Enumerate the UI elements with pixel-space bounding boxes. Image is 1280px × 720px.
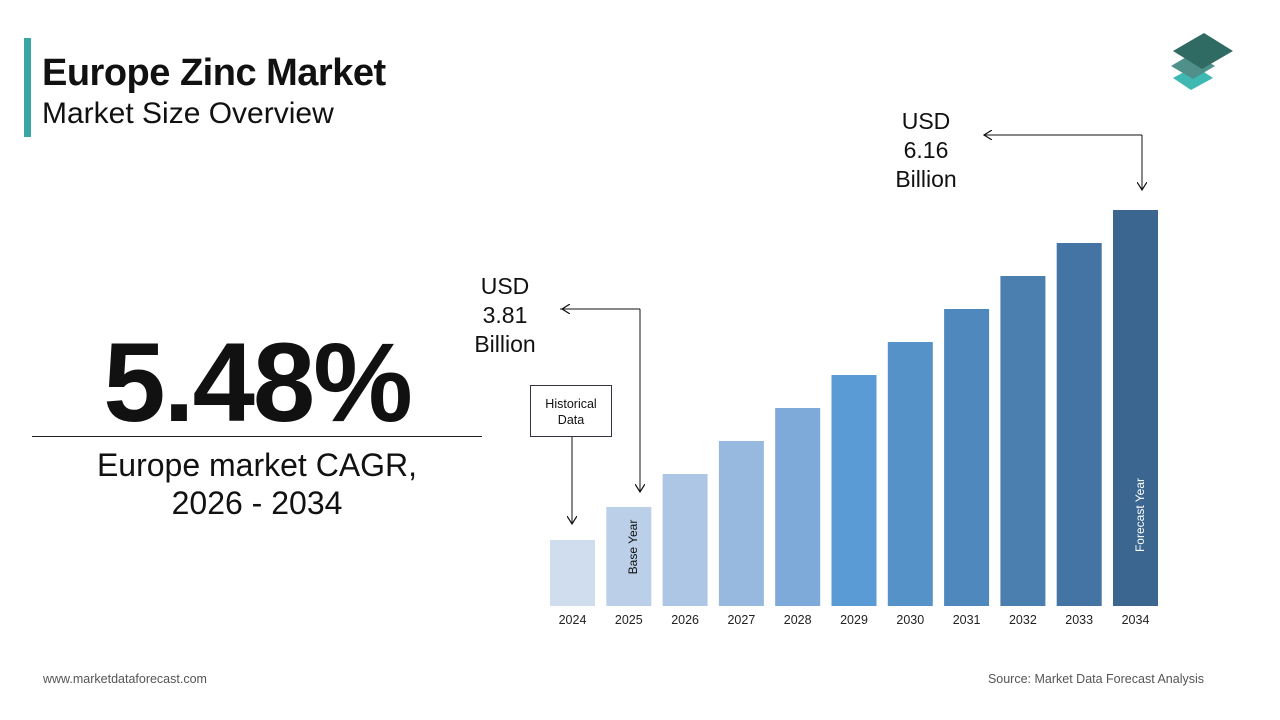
callout-text: 3.81 xyxy=(482,302,528,328)
start-value-callout: USD 3.81 Billion xyxy=(455,272,555,359)
cagr-label: Europe market CAGR, 2026 - 2034 xyxy=(32,446,482,522)
bar-2033 xyxy=(1056,243,1102,606)
callout-text: USD xyxy=(480,273,530,299)
cagr-label-line: 2026 - 2034 xyxy=(171,485,343,521)
title-accent-bar xyxy=(24,38,31,137)
x-tick-label: 2024 xyxy=(559,613,587,627)
x-tick-label: 2031 xyxy=(953,613,981,627)
bar-2032 xyxy=(1000,276,1046,606)
base-year-label: Base Year xyxy=(626,519,640,575)
x-tick-label: 2028 xyxy=(784,613,812,627)
historical-data-box: Historical Data xyxy=(530,385,612,437)
cagr-label-line: Europe market CAGR, xyxy=(96,447,418,483)
end-value-callout: USD 6.16 Billion xyxy=(876,107,976,194)
logo-icon xyxy=(1171,33,1233,90)
x-tick-label: 2034 xyxy=(1122,613,1150,627)
bar-2031 xyxy=(944,309,990,606)
bar-2028 xyxy=(775,408,821,606)
bar-2034 xyxy=(1113,210,1158,606)
x-tick-label: 2026 xyxy=(671,613,699,627)
cagr-value: 5.48% xyxy=(103,320,413,445)
callout-text: Billion xyxy=(474,331,536,357)
divider xyxy=(32,436,482,437)
x-tick-label: 2025 xyxy=(615,613,643,627)
x-tick-label: 2030 xyxy=(896,613,924,627)
website-footer[interactable]: www.marketdataforecast.com xyxy=(43,672,207,686)
forecast-year-label: Forecast Year xyxy=(1133,477,1147,553)
bar-2026 xyxy=(662,474,708,606)
bar-2029 xyxy=(831,375,877,606)
bar-2027 xyxy=(718,441,764,606)
page-title: Europe Zinc Market xyxy=(42,52,386,94)
callout-text: USD xyxy=(901,108,951,134)
x-tick-label: 2032 xyxy=(1009,613,1037,627)
callout-text: 6.16 xyxy=(903,137,949,163)
bar-2024 xyxy=(550,540,595,606)
x-tick-label: 2027 xyxy=(727,613,755,627)
bar-2030 xyxy=(887,342,933,606)
page-subtitle: Market Size Overview xyxy=(42,97,334,130)
bar-2025 xyxy=(606,507,652,606)
x-tick-label: 2033 xyxy=(1065,613,1093,627)
callout-text: Billion xyxy=(895,166,957,192)
source-footer: Source: Market Data Forecast Analysis xyxy=(987,672,1204,686)
x-tick-label: 2029 xyxy=(840,613,868,627)
